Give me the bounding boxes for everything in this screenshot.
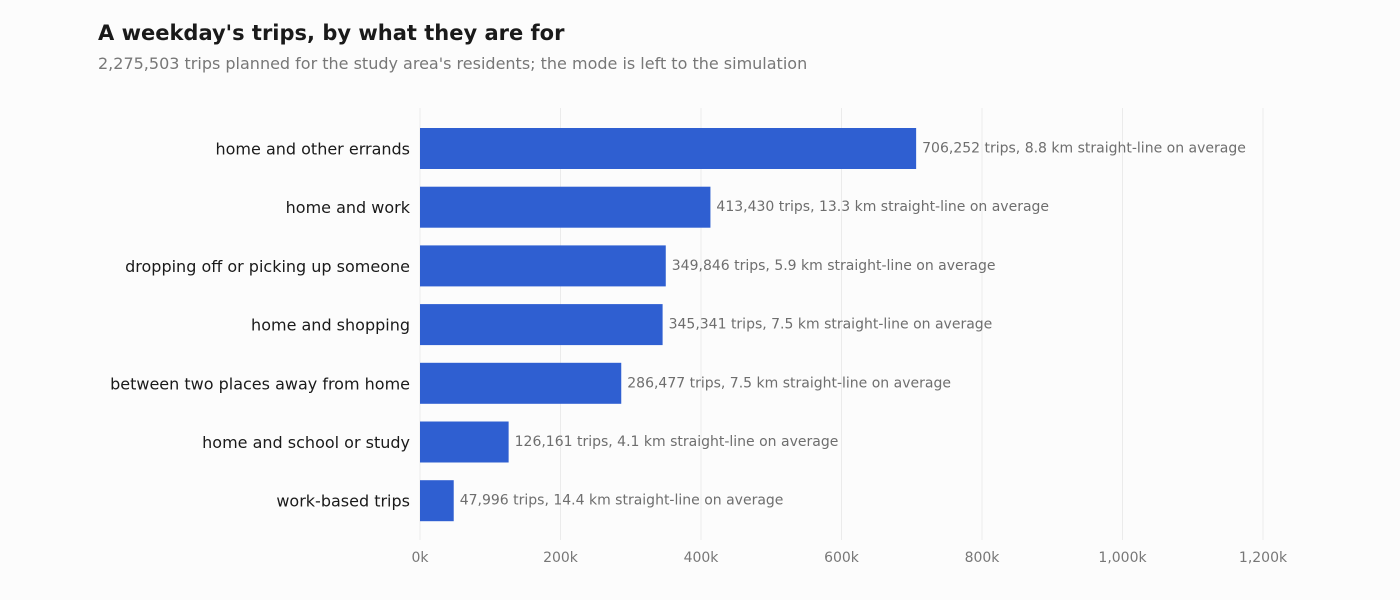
bars [420,128,917,522]
category-label: between two places away from home [110,374,410,393]
x-tick-label: 1,000k [1098,550,1147,566]
bar [420,245,666,287]
chart-subtitle: 2,275,503 trips planned for the study ar… [98,54,808,73]
bar [420,128,917,169]
x-tick-label: 600k [824,550,860,566]
x-tick-label: 0k [411,550,429,566]
category-labels: home and other errands home and work dropp… [110,140,411,511]
bar [420,421,509,463]
data-label: 349,846 trips, 5.9 km straight-line on a… [672,258,996,274]
data-label: 706,252 trips, 8.8 km straight-line on a… [922,141,1246,157]
x-tick-label: 400k [684,550,720,566]
category-label: home and school or study [202,433,410,452]
data-label: 286,477 trips, 7.5 km straight-line on a… [627,375,951,391]
category-label: home and work [286,198,411,217]
bar [420,186,711,228]
category-label: home and other errands [216,140,411,159]
data-label: 47,996 trips, 14.4 km straight-line on a… [460,493,784,509]
x-tick-label: 200k [543,550,579,566]
data-label: 413,430 trips, 13.3 km straight-line on … [716,199,1049,215]
bar [420,304,663,346]
x-axis-ticks: 0k 200k 400k 600k 800k 1,000k 1,200k [411,550,1287,566]
bar [420,480,454,522]
data-label: 126,161 trips, 4.1 km straight-line on a… [515,434,839,450]
data-label: 345,341 trips, 7.5 km straight-line on a… [669,317,993,333]
data-labels: 706,252 trips, 8.8 km straight-line on a… [460,141,1246,509]
category-label: dropping off or picking up someone [125,257,410,276]
x-tick-label: 1,200k [1239,550,1288,566]
category-label: work-based trips [276,492,410,511]
x-tick-label: 800k [965,550,1001,566]
category-label: home and shopping [251,316,410,335]
chart-title: A weekday's trips, by what they are for [98,21,565,45]
bar [420,362,622,404]
